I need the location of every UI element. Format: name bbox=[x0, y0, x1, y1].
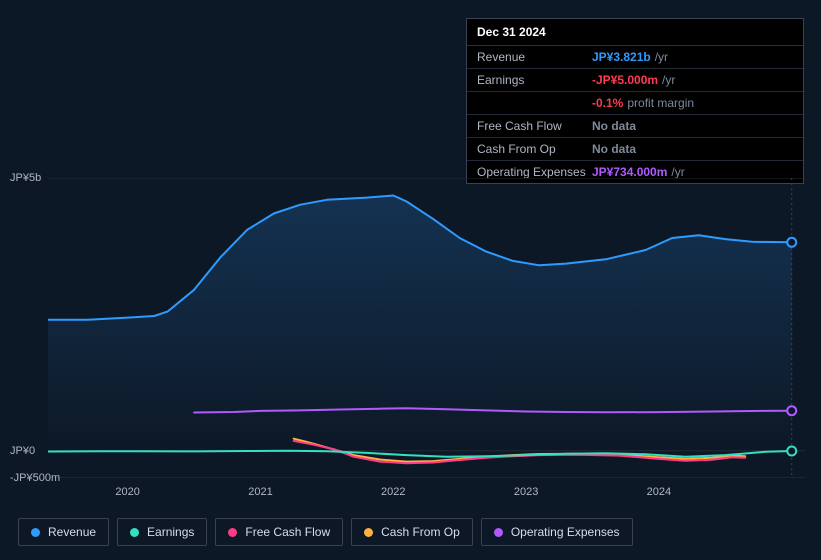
tooltip-row: Free Cash FlowNo data bbox=[467, 115, 803, 138]
legend-label: Free Cash Flow bbox=[245, 525, 330, 539]
legend-item-operating-expenses[interactable]: Operating Expenses bbox=[481, 518, 633, 546]
y-tick-label: -JP¥500m bbox=[10, 472, 42, 484]
tooltip-row-label: Revenue bbox=[477, 50, 592, 64]
legend-dot-icon bbox=[364, 528, 373, 537]
tooltip-row-label: Earnings bbox=[477, 73, 592, 87]
tooltip-row: RevenueJP¥3.821b/yr bbox=[467, 46, 803, 69]
tooltip-row: Earnings-JP¥5.000m/yr bbox=[467, 69, 803, 92]
x-tick-label: 2021 bbox=[248, 486, 272, 498]
tooltip-date: Dec 31 2024 bbox=[467, 19, 803, 46]
tooltip-row-label: Free Cash Flow bbox=[477, 119, 592, 133]
tooltip-row: Cash From OpNo data bbox=[467, 138, 803, 161]
legend-dot-icon bbox=[130, 528, 139, 537]
legend-label: Earnings bbox=[147, 525, 194, 539]
legend-dot-icon bbox=[494, 528, 503, 537]
legend-dot-icon bbox=[228, 528, 237, 537]
tooltip-row-value: -0.1%profit margin bbox=[592, 96, 793, 110]
x-tick-label: 2022 bbox=[381, 486, 405, 498]
tooltip-row: -0.1%profit margin bbox=[467, 92, 803, 115]
legend-label: Revenue bbox=[48, 525, 96, 539]
chart-legend: Revenue Earnings Free Cash Flow Cash From O… bbox=[18, 518, 633, 546]
tooltip-row-label: Cash From Op bbox=[477, 142, 592, 156]
y-tick-label: JP¥5b bbox=[10, 172, 42, 184]
legend-item-earnings[interactable]: Earnings bbox=[117, 518, 207, 546]
tooltip-row-label bbox=[477, 96, 592, 110]
x-tick-label: 2020 bbox=[115, 486, 139, 498]
chart-tooltip: Dec 31 2024 RevenueJP¥3.821b/yrEarnings-… bbox=[466, 18, 804, 184]
tooltip-row-value: -JP¥5.000m/yr bbox=[592, 73, 793, 87]
financials-chart[interactable] bbox=[48, 178, 805, 478]
tooltip-row-value: No data bbox=[592, 142, 793, 156]
x-tick-label: 2024 bbox=[647, 486, 671, 498]
x-tick-label: 2023 bbox=[514, 486, 538, 498]
y-tick-label: JP¥0 bbox=[10, 445, 42, 457]
tooltip-row-value: No data bbox=[592, 119, 793, 133]
legend-label: Cash From Op bbox=[381, 525, 460, 539]
tooltip-row-value: JP¥734.000m/yr bbox=[592, 165, 793, 179]
legend-dot-icon bbox=[31, 528, 40, 537]
tooltip-row-label: Operating Expenses bbox=[477, 165, 592, 179]
legend-label: Operating Expenses bbox=[511, 525, 620, 539]
legend-item-cash-from-op[interactable]: Cash From Op bbox=[351, 518, 473, 546]
tooltip-row-value: JP¥3.821b/yr bbox=[592, 50, 793, 64]
legend-item-free-cash-flow[interactable]: Free Cash Flow bbox=[215, 518, 343, 546]
legend-item-revenue[interactable]: Revenue bbox=[18, 518, 109, 546]
